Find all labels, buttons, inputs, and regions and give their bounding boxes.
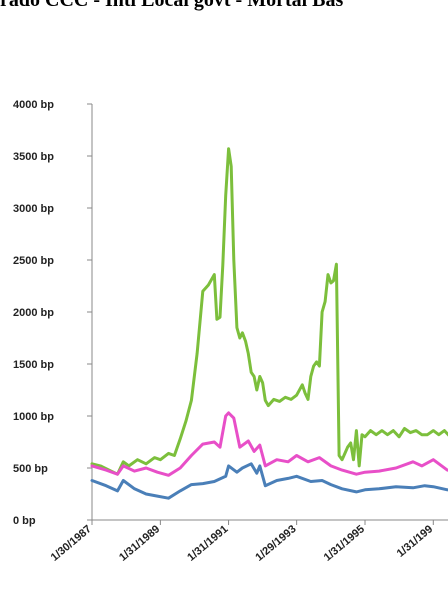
- series-line-blue: [90, 462, 448, 500]
- y-tick-label: 0 bp: [13, 515, 36, 527]
- y-tick-label: 4000 bp: [13, 99, 54, 111]
- x-tick-label: 1/31/1995: [322, 523, 367, 564]
- y-tick-label: 500 bp: [13, 463, 48, 475]
- y-tick-label: 3000 bp: [13, 203, 54, 215]
- x-tick-label: 1/31/199: [395, 523, 436, 560]
- x-tick-label: 1/29/1993: [253, 523, 298, 564]
- x-tick-label: 1/30/1987: [49, 523, 94, 564]
- y-tick-label: 1000 bp: [13, 411, 54, 423]
- y-tick-label: 3500 bp: [13, 151, 54, 163]
- y-axis-ticks: 0 bp 500 bp 1000 bp 1500 bp 2000 bp 2500 bp 30…: [13, 99, 92, 527]
- x-tick-label: 1/31/1989: [117, 523, 162, 564]
- x-tick-label: 1/31/1991: [185, 523, 230, 564]
- y-tick-label: 2500 bp: [13, 255, 54, 267]
- plot-area: [90, 147, 448, 500]
- page-title: rado CCC - Intl Local govt - Mortal Bas: [0, 0, 344, 11]
- x-axis-ticks: 1/30/1987 1/31/1989 1/31/1991 1/29/1993 1/31…: [49, 520, 435, 564]
- series-line-pink: [90, 411, 448, 477]
- y-tick-label: 1500 bp: [13, 359, 54, 371]
- series-line-green: [90, 147, 448, 476]
- y-tick-label: 2000 bp: [13, 307, 54, 319]
- chart-axes: [91, 104, 448, 521]
